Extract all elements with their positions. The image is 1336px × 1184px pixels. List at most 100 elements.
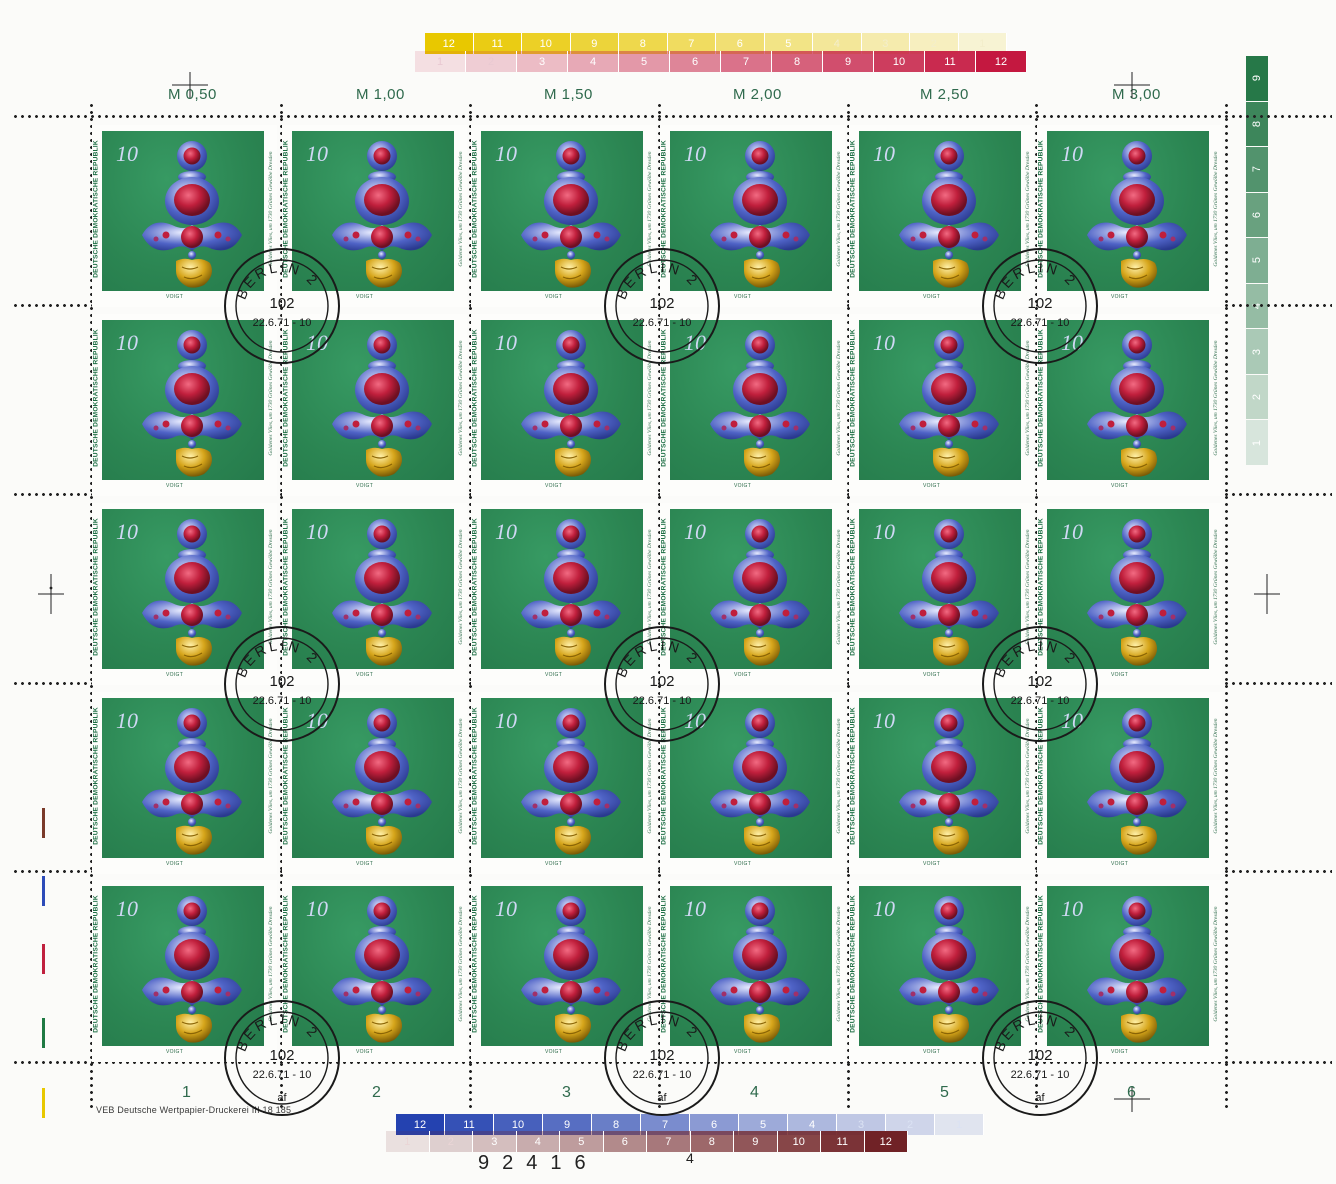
color-bar-cell: 8 <box>772 51 823 72</box>
color-bar-cell: 12 <box>396 1114 445 1135</box>
golden-fleece-jewel-icon <box>1087 708 1187 855</box>
stamp-country-text: DEUTSCHE DEMOKRATISCHE REPUBLIK <box>471 329 479 467</box>
golden-fleece-jewel-icon <box>142 896 242 1043</box>
perforation-row <box>12 115 1332 118</box>
stamp-jewel <box>700 139 820 291</box>
register-mark-yellow <box>42 1088 45 1118</box>
color-bar-cell: 3 <box>473 1131 517 1152</box>
stamp-designer: VOIGT <box>545 861 563 867</box>
color-bar-cell: 7 <box>667 33 716 54</box>
stamp-designer: VOIGT <box>166 672 184 678</box>
stamp-designer: VOIGT <box>545 483 563 489</box>
color-bar-cell: 1 <box>415 51 466 72</box>
register-cross-top-left <box>172 72 208 98</box>
stamp-denomination: 10 <box>116 330 138 355</box>
stamp-designer: VOIGT <box>356 861 374 867</box>
postmark-cancellation: BERLIN 2 102 22.6.71 - 10 <box>980 624 1100 744</box>
stamp-jewel <box>1077 894 1197 1046</box>
golden-fleece-jewel-icon <box>1087 330 1187 477</box>
color-bar-cell-label: 5 <box>1251 257 1263 264</box>
color-bar-cell: 4 <box>788 1114 837 1135</box>
stamp-designer: VOIGT <box>923 861 941 867</box>
stamp-designer: VOIGT <box>545 1049 563 1055</box>
color-bar-cell: 3 <box>837 1114 886 1135</box>
stamp-country-text: DEUTSCHE DEMOKRATISCHE REPUBLIK <box>92 329 100 467</box>
postage-stamp: DEUTSCHE DEMOKRATISCHE REPUBLIK 10 Golde… <box>849 314 1034 496</box>
stamp-jewel <box>511 517 631 669</box>
stamp-image: 10 <box>102 698 264 858</box>
column-number-2: 2 <box>372 1084 381 1101</box>
perforation-column <box>280 102 283 1112</box>
color-bar-cell-label: 6 <box>1251 211 1263 218</box>
postage-stamp: DEUTSCHE DEMOKRATISCHE REPUBLIK 10 Golde… <box>660 692 845 874</box>
column-number-6: 6 <box>1127 1084 1136 1101</box>
postage-stamp: DEUTSCHE DEMOKRATISCHE REPUBLIK 10 Golde… <box>1037 880 1222 1062</box>
golden-fleece-jewel-icon <box>710 141 810 288</box>
stamp-denomination: 10 <box>684 141 706 166</box>
color-bar-cell: 6 <box>603 1131 647 1152</box>
color-bar-cell: 6 <box>716 33 765 54</box>
postage-stamp: DEUTSCHE DEMOKRATISCHE REPUBLIK 10 Golde… <box>849 125 1034 307</box>
color-bar-cell: 6 <box>690 1114 739 1135</box>
stamp-designer: VOIGT <box>356 483 374 489</box>
stamp-image: 10 <box>670 131 832 291</box>
stamp-image: 10 <box>859 320 1021 480</box>
golden-fleece-jewel-icon <box>521 141 621 288</box>
stamp-denomination: 10 <box>495 141 517 166</box>
golden-fleece-jewel-icon <box>332 896 432 1043</box>
color-bar-cell: 3 <box>517 51 568 72</box>
color-bar-cell: 11 <box>445 1114 494 1135</box>
stamp-jewel <box>132 328 252 480</box>
golden-fleece-jewel-icon <box>142 519 242 666</box>
stamp-jewel <box>511 139 631 291</box>
stamp-denomination: 10 <box>116 519 138 544</box>
stamp-country-text: DEUTSCHE DEMOKRATISCHE REPUBLIK <box>92 140 100 278</box>
price-label-4: M 2,00 <box>733 86 782 103</box>
stamp-designer: VOIGT <box>356 672 374 678</box>
golden-fleece-jewel-icon <box>142 330 242 477</box>
stamp-jewel <box>889 706 1009 858</box>
stamp-country-text: DEUTSCHE DEMOKRATISCHE REPUBLIK <box>849 895 857 1033</box>
stamp-denomination: 10 <box>495 708 517 733</box>
stamp-denomination: 10 <box>1061 896 1083 921</box>
color-bar-cell: 1 <box>386 1131 430 1152</box>
svg-text:22.6.71 - 10: 22.6.71 - 10 <box>253 1069 312 1081</box>
color-bar-cell: 9 <box>570 33 619 54</box>
stamp-image: 10 <box>670 509 832 669</box>
bottom-brown-color-bar: 1 2 3 4 5 6 7 8 9 10 11 12 <box>386 1131 908 1152</box>
postage-stamp: DEUTSCHE DEMOKRATISCHE REPUBLIK 10 Golde… <box>471 125 656 307</box>
postage-stamp: DEUTSCHE DEMOKRATISCHE REPUBLIK 10 Golde… <box>92 125 277 307</box>
color-bar-cell: 12 <box>425 33 474 54</box>
stamp-country-text: DEUTSCHE DEMOKRATISCHE REPUBLIK <box>471 518 479 656</box>
stamp-side-caption: Goldenes Vlies, um 1730 Grünes Gewölbe D… <box>1213 718 1219 834</box>
golden-fleece-jewel-icon <box>710 330 810 477</box>
golden-fleece-jewel-icon <box>332 519 432 666</box>
stamp-image: 10 <box>670 698 832 858</box>
stamp-designer: VOIGT <box>1111 294 1129 300</box>
stamp-jewel <box>1077 139 1197 291</box>
golden-fleece-jewel-icon <box>899 708 999 855</box>
stamp-side-caption: Goldenes Vlies, um 1730 Grünes Gewölbe D… <box>458 718 464 834</box>
stamp-side-caption: Goldenes Vlies, um 1730 Grünes Gewölbe D… <box>458 906 464 1022</box>
stamp-jewel <box>322 139 442 291</box>
perforation-column <box>658 102 661 1112</box>
postage-stamp: DEUTSCHE DEMOKRATISCHE REPUBLIK 10 Golde… <box>282 692 467 874</box>
stamp-designer: VOIGT <box>356 1049 374 1055</box>
perforation-column <box>1035 102 1038 1112</box>
price-label-1: M 0,50 <box>168 86 217 103</box>
stamp-denomination: 10 <box>873 330 895 355</box>
stamp-denomination: 10 <box>306 141 328 166</box>
postage-stamp: DEUTSCHE DEMOKRATISCHE REPUBLIK 10 Golde… <box>471 503 656 685</box>
stamp-country-text: DEUTSCHE DEMOKRATISCHE REPUBLIK <box>92 518 100 656</box>
svg-text:102: 102 <box>269 673 294 690</box>
stamp-jewel <box>511 894 631 1046</box>
stamp-denomination: 10 <box>306 330 328 355</box>
stamp-designer: VOIGT <box>1111 861 1129 867</box>
stamp-denomination: 10 <box>684 519 706 544</box>
stamp-designer: VOIGT <box>166 294 184 300</box>
golden-fleece-jewel-icon <box>710 896 810 1043</box>
stamp-image: 10 <box>1047 131 1209 291</box>
stamp-designer: VOIGT <box>166 861 184 867</box>
golden-fleece-jewel-icon <box>332 141 432 288</box>
